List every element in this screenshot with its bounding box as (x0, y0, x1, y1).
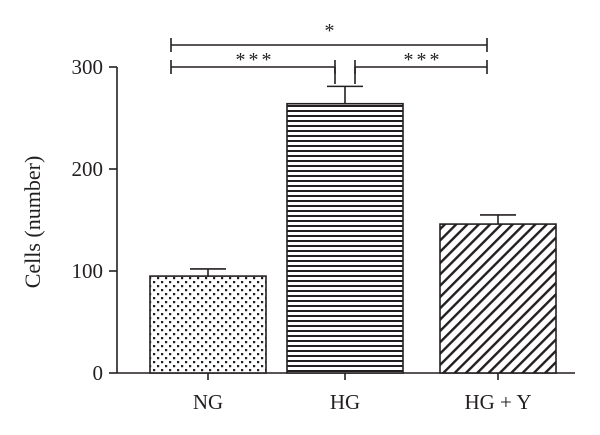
y-axis-title: Cells (number) (20, 156, 45, 289)
x-tick-label: HG + Y (464, 390, 531, 414)
bar-hg-y (439, 223, 557, 374)
x-tick-label: HG (330, 390, 360, 414)
bar-ng (149, 275, 267, 374)
sig-label-ng-hg: *** (236, 49, 275, 71)
x-tick-label: NG (193, 390, 223, 414)
axes: 0 100 200 300 NG HG HG + Y (72, 55, 575, 414)
sig-label-hg-hgy: *** (404, 49, 443, 71)
y-tick-label: 200 (72, 157, 104, 181)
y-tick-label: 0 (93, 361, 104, 385)
sig-label-ng-hgy: * (325, 20, 338, 42)
bar-hg (286, 102, 404, 374)
y-tick-label: 100 (72, 259, 104, 283)
significance-brackets: *** **** (170, 20, 488, 84)
y-tick-label: 300 (72, 55, 104, 79)
bars (149, 85, 557, 374)
